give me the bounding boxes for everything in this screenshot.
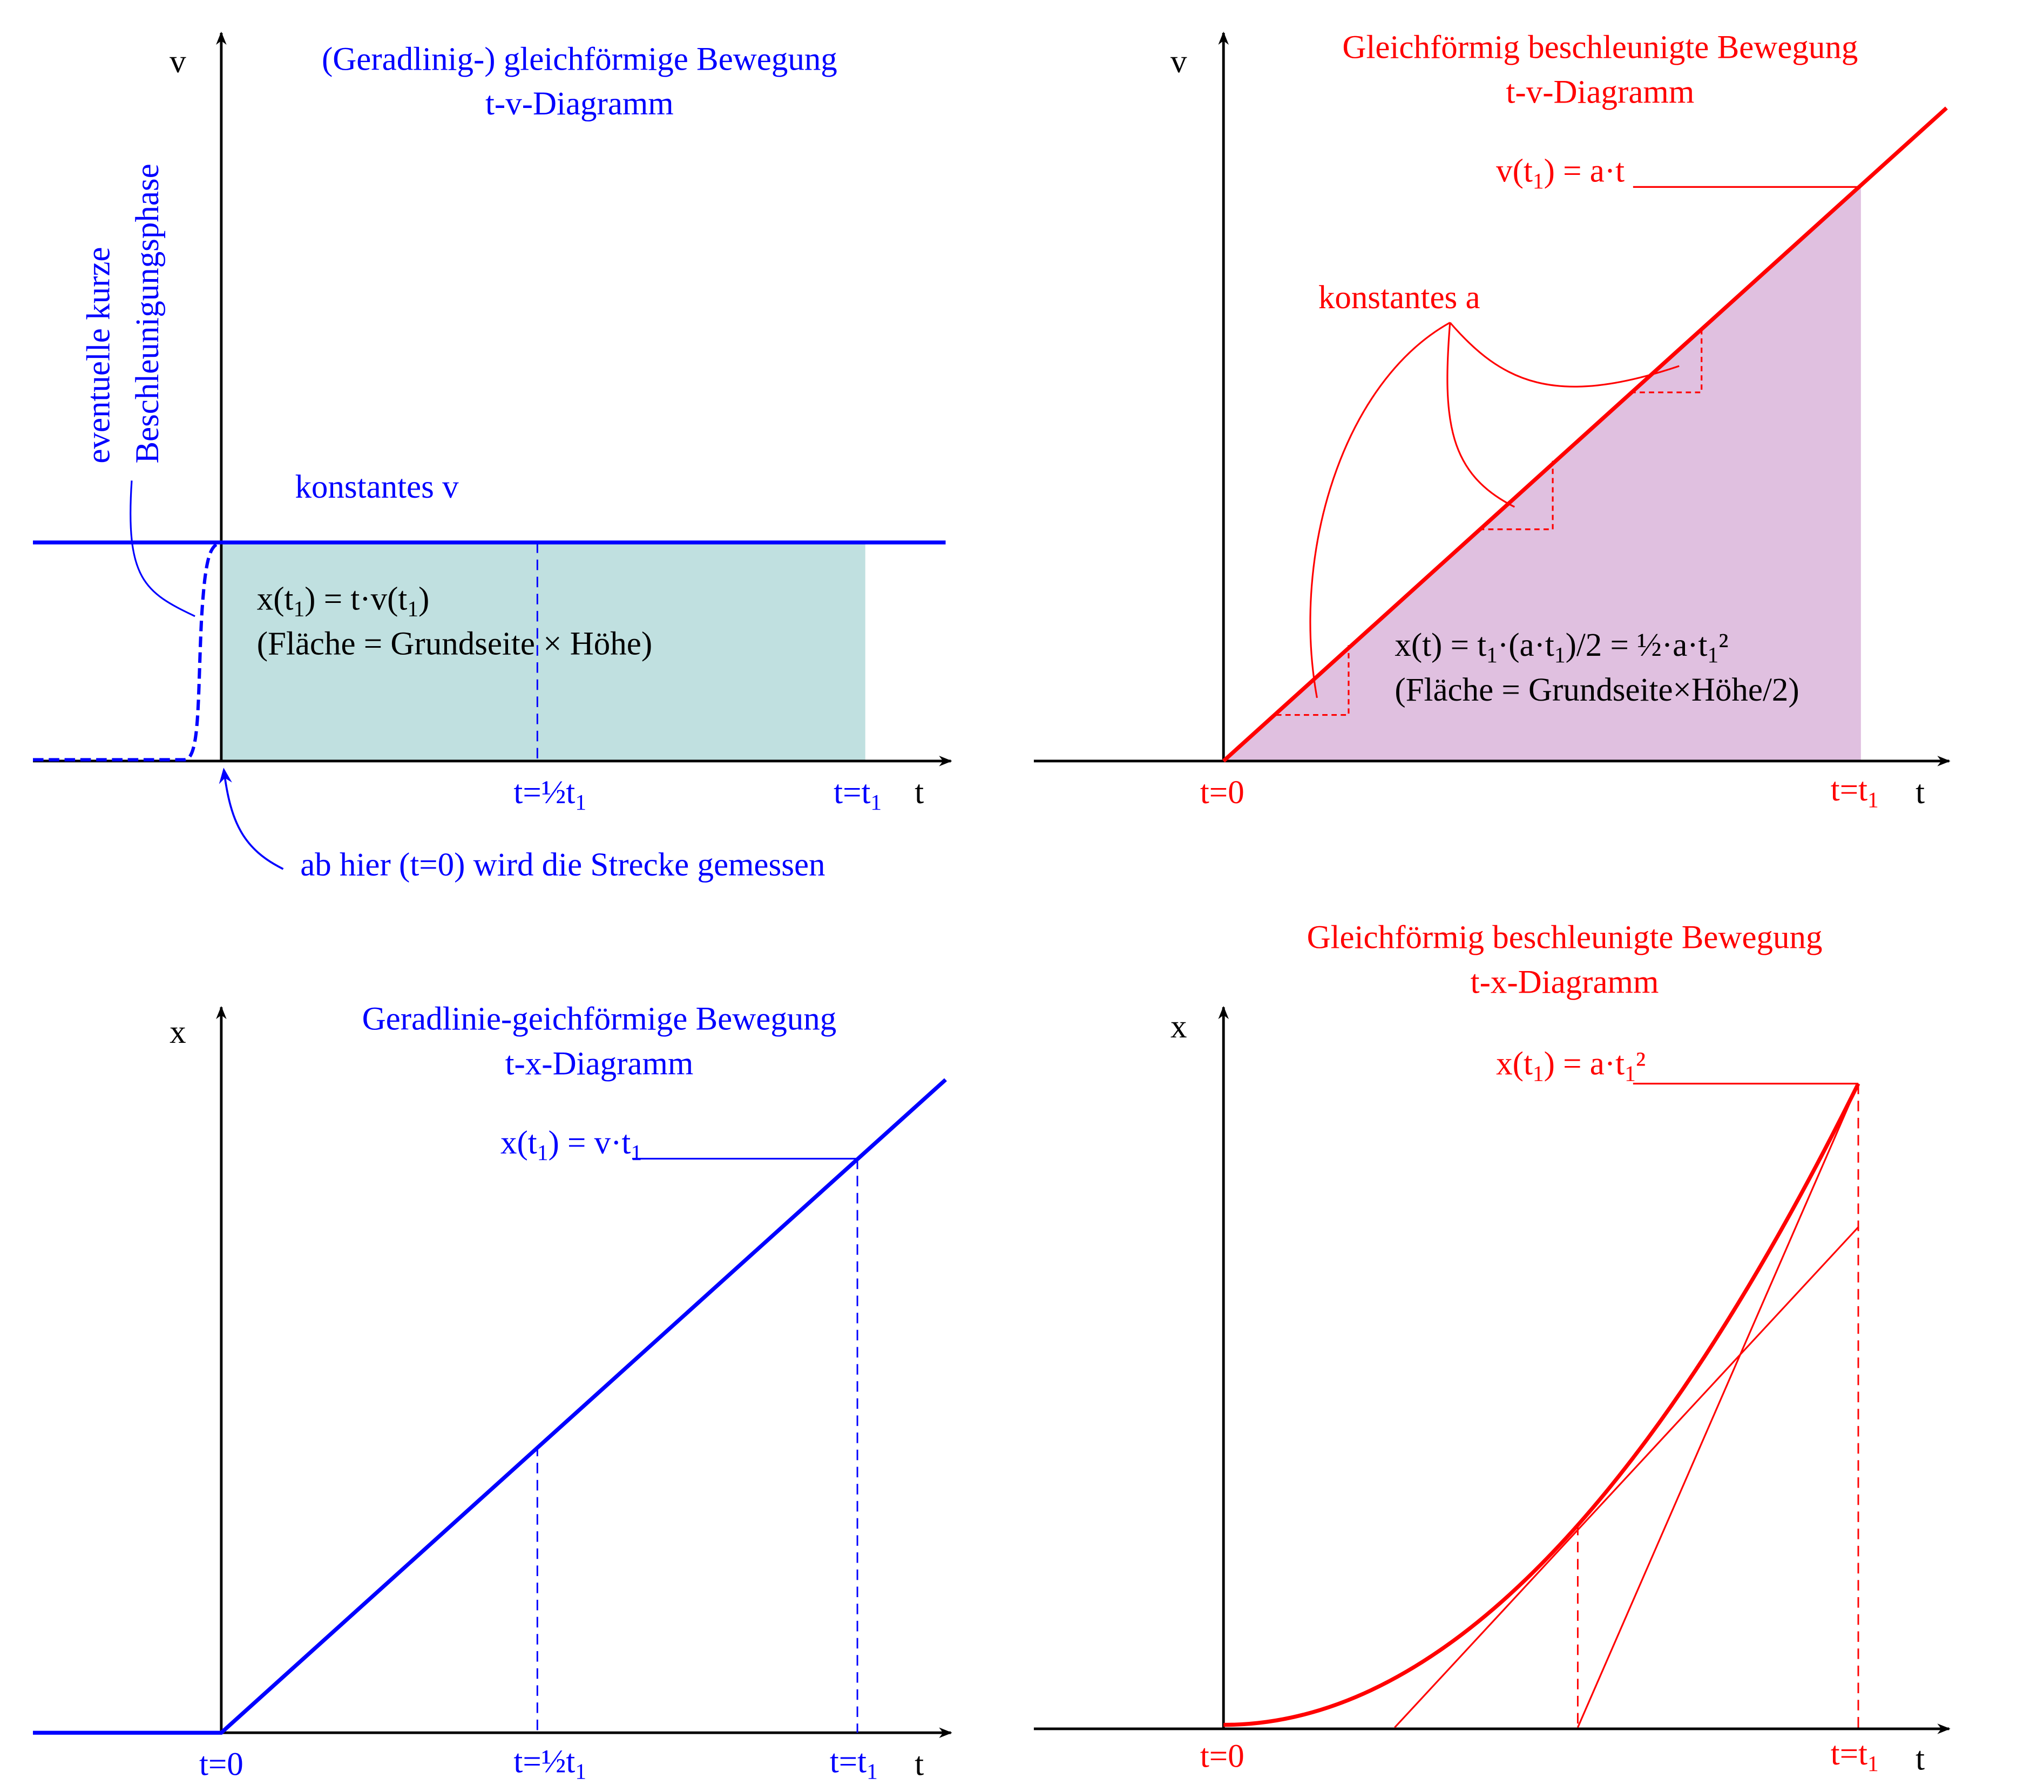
- x-axis-label: t: [1916, 775, 1925, 811]
- tangent-t1: [1576, 1083, 1859, 1728]
- note-leader: [130, 480, 195, 617]
- tick-half-t1: t=½t1: [513, 1743, 586, 1783]
- y-axis-label: x: [1170, 1009, 1187, 1045]
- title-line1: Gleichförmig beschleunigte Bewegung: [1342, 29, 1858, 65]
- v-t1-label: v(t1) = a·t: [1496, 153, 1625, 193]
- tick-0: t=0: [1200, 1739, 1244, 1775]
- title-line2: t-x-Diagramm: [1471, 964, 1659, 1000]
- x-t1-label: x(t1) = v·t1: [500, 1125, 642, 1165]
- area-formula: x(t) = t1·(a·t1)/2 = ½·a·t1²: [1395, 627, 1728, 667]
- constant-a-label: konstantes a: [1318, 280, 1480, 316]
- constant-v-label: konstantes v: [295, 469, 459, 505]
- title-line2: t-v-Diagramm: [1506, 74, 1695, 110]
- area-note: (Fläche = Grundseite×Höhe/2): [1395, 672, 1799, 708]
- panel-accel-tv: v t Gleichförmig beschleunigte Bewegung …: [1033, 29, 1951, 812]
- panel-uniform-tx: x t Geradlinie-geichförmige Bewegung t-x…: [33, 1001, 952, 1784]
- title-line2: t-v-Diagramm: [485, 86, 674, 122]
- area-formula: x(t1) = t·v(t1): [257, 581, 430, 621]
- tick-0: t=0: [1200, 775, 1244, 811]
- title-line1: Geradlinie-geichförmige Bewegung: [362, 1001, 837, 1037]
- tick-half-t1: t=½t1: [513, 775, 586, 814]
- acceleration-phase-curve: [33, 541, 222, 762]
- area-note: (Fläche = Grundseite × Höhe): [257, 626, 652, 662]
- title-line2: t-x-Diagramm: [505, 1046, 694, 1082]
- x-t1-label: x(t1) = a·t1²: [1496, 1046, 1646, 1086]
- tick-t1: t=t1: [1831, 1736, 1879, 1776]
- tick-t1: t=t1: [1831, 772, 1879, 812]
- constant-a-leaders: [1309, 322, 1680, 698]
- y-axis-label: x: [170, 1014, 186, 1050]
- start-note: ab hier (t=0) wird die Strecke gemessen: [300, 847, 825, 883]
- y-axis-label: v: [1170, 44, 1187, 80]
- area-fill: [221, 542, 865, 761]
- title-line1: (Geradlinig-) gleichförmige Bewegung: [322, 41, 837, 77]
- tick-0: t=0: [199, 1746, 243, 1782]
- tick-t1: t=t1: [830, 1743, 878, 1783]
- accel-note-line1: eventuelle kurze: [81, 247, 117, 464]
- accel-note-line2: Beschleunigungsphase: [130, 164, 166, 463]
- slope-triangle: [1276, 328, 1703, 716]
- tick-t1: t=t1: [834, 775, 882, 814]
- position-line: [33, 1078, 947, 1735]
- velocity-line: [1222, 106, 1948, 763]
- panel-accel-tx: x t Gleichförmig beschleunigte Bewegung …: [1033, 919, 1951, 1777]
- x-axis-label: t: [915, 775, 924, 811]
- y-axis-label: v: [170, 44, 186, 80]
- parabola: [1223, 1082, 1860, 1727]
- x-axis-label: t: [1916, 1741, 1925, 1777]
- panel-uniform-tv: v t (Geradlinig-) gleichförmige Bewegung…: [33, 31, 952, 883]
- x-axis-label: t: [915, 1746, 924, 1782]
- start-arrow: [219, 768, 284, 870]
- tangent-mid: [1394, 1226, 1859, 1728]
- title-line1: Gleichförmig beschleunigte Bewegung: [1307, 919, 1823, 955]
